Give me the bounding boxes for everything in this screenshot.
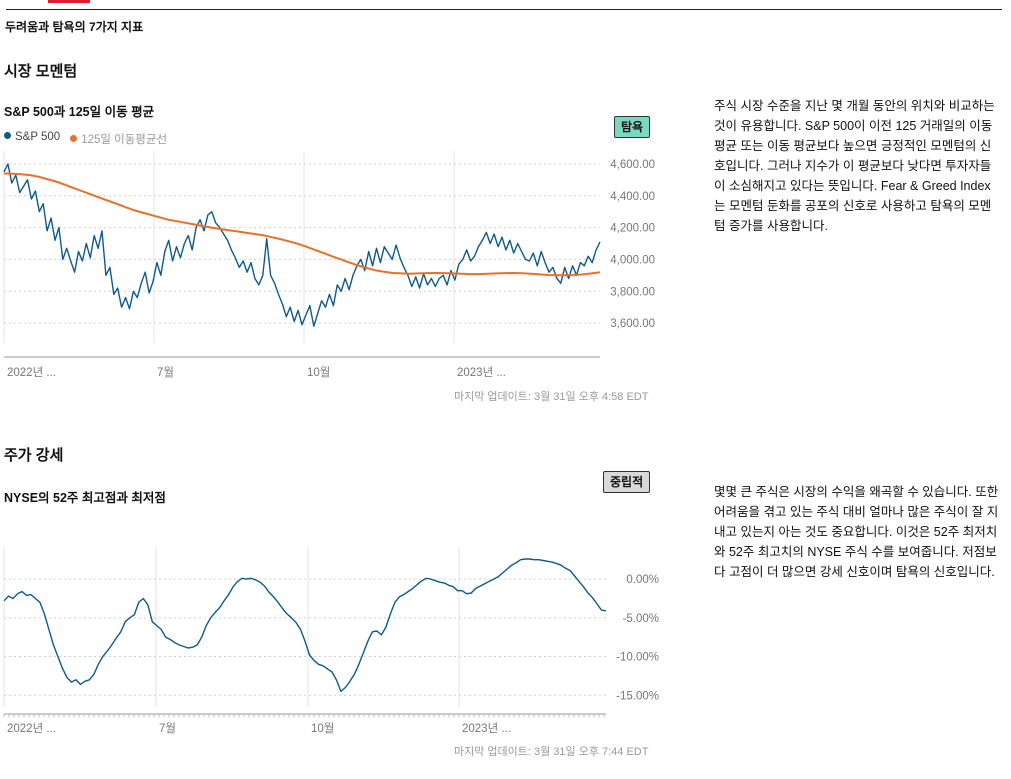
x-tick-label: 10월 bbox=[307, 366, 330, 379]
y-tick-label: 3,600.00 bbox=[610, 318, 655, 330]
legend-item-ma125: 125일 이동평균선 bbox=[70, 131, 167, 147]
x-tick-label: 7월 bbox=[157, 366, 174, 379]
momentum-description: 주식 시장 수준을 지난 몇 개월 동안의 위치와 비교하는 것이 유용합니다.… bbox=[714, 99, 995, 233]
y-tick-label: 3,800.00 bbox=[610, 286, 655, 298]
legend-label-sp500: S&P 500 bbox=[15, 131, 61, 143]
strength-rating-badge: 중립적 bbox=[603, 471, 651, 493]
strength-updated-timestamp: 마지막 업데이트: 3월 31일 오후 7:44 EDT bbox=[454, 746, 649, 758]
x-tick-label: 2023년 ... bbox=[457, 366, 506, 379]
momentum-rating-badge: 탐욕 bbox=[614, 116, 651, 138]
momentum-chart-title: S&P 500과 125일 이동 평균 bbox=[4, 105, 155, 119]
y-tick-label: 4,000.00 bbox=[610, 254, 655, 266]
series-line-0 bbox=[3, 163, 601, 328]
series-line-0 bbox=[3, 558, 607, 693]
top-rule bbox=[6, 9, 1002, 10]
sp500-momentum-chart: 4,600.00 4,400.00 4,200.00 4,000.00 3,800.00… bbox=[3, 151, 655, 379]
x-tick-label: 10월 bbox=[311, 722, 334, 735]
y-tick-label: 4,200.00 bbox=[610, 223, 655, 235]
section-label: 두려움과 탐욕의 7가지 지표 bbox=[5, 20, 144, 34]
strength-description: 몇몇 큰 주식은 시장의 수익을 왜곡할 수 있습니다. 또한 어려움을 겪고 … bbox=[714, 485, 999, 579]
legend-dot-ma125 bbox=[70, 135, 78, 142]
y-tick-label: 4,400.00 bbox=[610, 191, 655, 203]
strength-section-title: 주가 강세 bbox=[4, 447, 64, 464]
series-line-1 bbox=[3, 172, 601, 277]
x-tick-label: 7월 bbox=[159, 722, 176, 735]
momentum-legend: S&P 500 125일 이동평균선 bbox=[4, 131, 167, 147]
top-accent-bar bbox=[48, 0, 90, 3]
legend-item-sp500: S&P 500 bbox=[4, 131, 60, 147]
momentum-section-title: 시장 모멘텀 bbox=[4, 63, 78, 80]
momentum-updated-timestamp: 마지막 업데이트: 3월 31일 오후 4:58 EDT bbox=[454, 391, 649, 403]
strength-chart-title: NYSE의 52주 최고점과 최저점 bbox=[4, 491, 166, 505]
y-tick-label: -15.00% bbox=[616, 690, 659, 702]
x-tick-label: 2022년 ... bbox=[7, 722, 56, 735]
x-tick-label: 2022년 ... bbox=[7, 366, 56, 379]
x-tick-label: 2023년 ... bbox=[462, 722, 511, 735]
y-tick-label: 0.00% bbox=[626, 574, 659, 586]
legend-dot-sp500 bbox=[4, 132, 11, 139]
y-tick-label: 4,600.00 bbox=[610, 159, 655, 171]
nyse-highs-lows-chart: 0.00% -5.00% -10.00% -15.00% 2022년 ... 7월 10월 2… bbox=[3, 547, 659, 735]
legend-label-ma125: 125일 이동평균선 bbox=[81, 134, 168, 146]
y-tick-label: -10.00% bbox=[616, 652, 659, 664]
y-tick-label: -5.00% bbox=[623, 613, 659, 625]
